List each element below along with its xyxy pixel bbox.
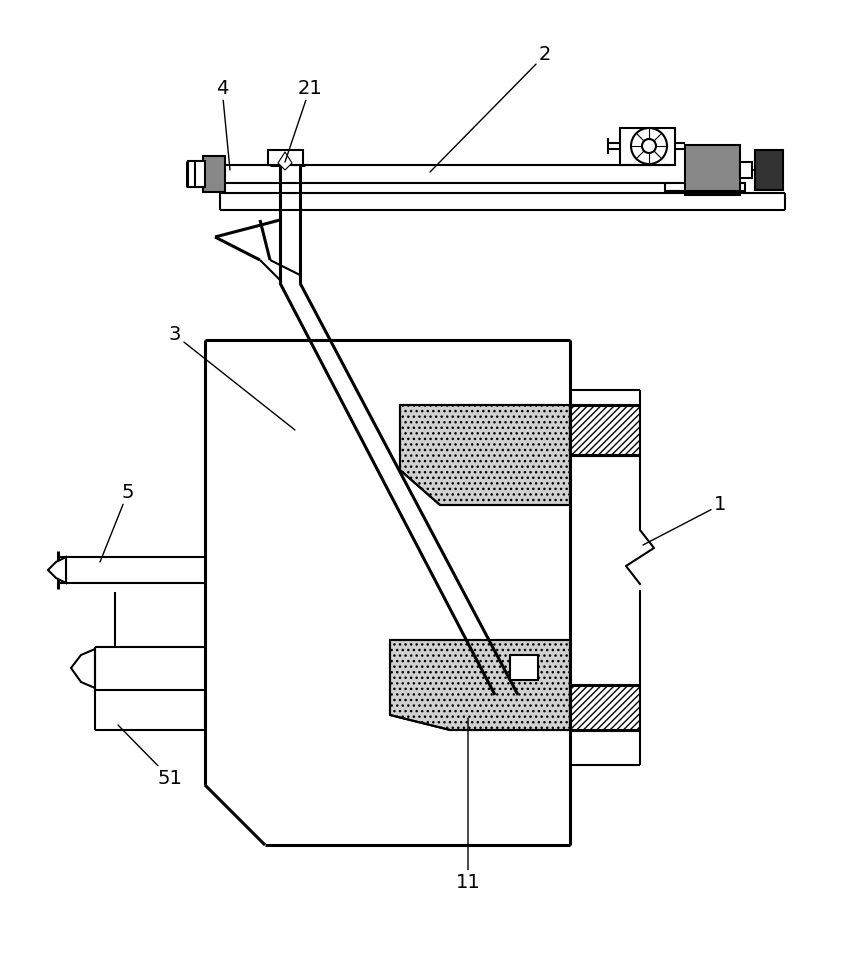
Polygon shape [570,685,640,730]
Text: 1: 1 [643,495,726,545]
Bar [665,183,745,191]
Text: 4: 4 [216,78,230,170]
Text: 2: 2 [430,45,551,172]
Text: 51: 51 [118,725,183,788]
Text: 11: 11 [456,718,480,892]
Polygon shape [400,405,570,505]
Polygon shape [48,557,66,583]
Text: 5: 5 [100,483,134,562]
Bar [740,162,752,178]
Bar [510,655,538,680]
Text: 21: 21 [285,78,323,162]
Bar [195,161,205,187]
Bar [203,156,225,192]
Polygon shape [390,640,570,730]
Bar [268,150,303,165]
Bar [685,145,740,195]
Text: 3: 3 [169,326,295,430]
Polygon shape [71,649,95,688]
Polygon shape [278,152,292,170]
Polygon shape [570,405,640,455]
Bar [755,150,783,190]
Bar [620,128,675,165]
